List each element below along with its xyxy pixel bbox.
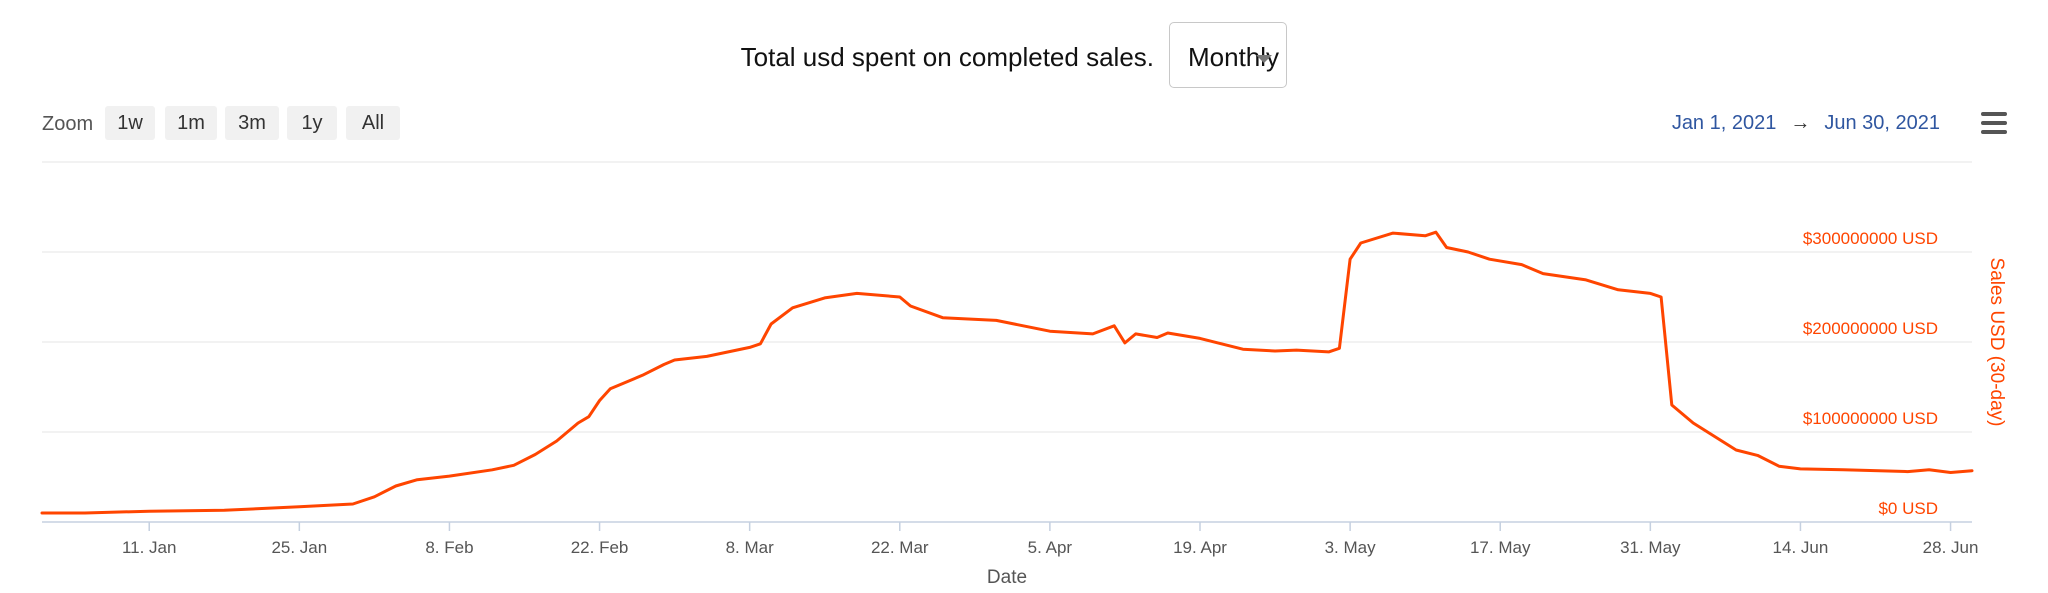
series-line — [40, 230, 1974, 515]
x-tick-label: 19. Apr — [1173, 538, 1227, 557]
y-tick-label: $0 USD — [1878, 499, 1938, 518]
zoom-3m-button[interactable]: 3m — [225, 106, 279, 140]
chevron-down-icon — [1256, 55, 1272, 63]
zoom-1m-button[interactable]: 1m — [165, 106, 217, 140]
zoom-label: Zoom — [42, 113, 94, 135]
x-tick-label: 25. Jan — [271, 538, 327, 557]
x-tick-label: 28. Jun — [1923, 538, 1979, 557]
x-tick-label: 8. Mar — [726, 538, 775, 557]
x-tick-label: 11. Jan — [122, 538, 177, 557]
hamburger-menu-icon[interactable] — [1981, 112, 2007, 136]
x-tick-label: 5. Apr — [1028, 538, 1073, 557]
zoom-all-button[interactable]: All — [346, 106, 400, 140]
date-range-from[interactable]: Jan 1, 2021 — [1671, 112, 1777, 134]
y-axis-title: Sales USD (30-day) — [1986, 258, 2007, 427]
x-tick-label: 22. Feb — [571, 538, 629, 557]
x-tick-label: 31. May — [1620, 538, 1681, 557]
x-tick-label: 3. May — [1325, 538, 1377, 557]
x-tick-label: 8. Feb — [425, 538, 473, 557]
period-select[interactable]: Monthly — [1169, 22, 1287, 88]
x-tick-label: 14. Jun — [1773, 538, 1829, 557]
x-tick-label: 22. Mar — [871, 538, 929, 557]
y-tick-label: $200000000 USD — [1803, 319, 1938, 338]
x-axis-title: Date — [987, 567, 1027, 588]
date-range: Jan 1, 2021 → Jun 30, 2021 — [1600, 112, 1940, 135]
zoom-1y-button[interactable]: 1y — [287, 106, 337, 140]
arrow-right-icon: → — [1790, 112, 1811, 134]
zoom-1w-button[interactable]: 1w — [105, 106, 155, 140]
chart-header: Total usd spent on completed sales. Mont… — [0, 22, 2048, 90]
date-range-to[interactable]: Jun 30, 2021 — [1824, 112, 1940, 134]
y-tick-label: $100000000 USD — [1803, 409, 1938, 428]
chart-title: Total usd spent on completed sales. — [740, 42, 1154, 72]
x-tick-label: 17. May — [1470, 538, 1531, 557]
y-tick-label: $300000000 USD — [1803, 229, 1938, 248]
